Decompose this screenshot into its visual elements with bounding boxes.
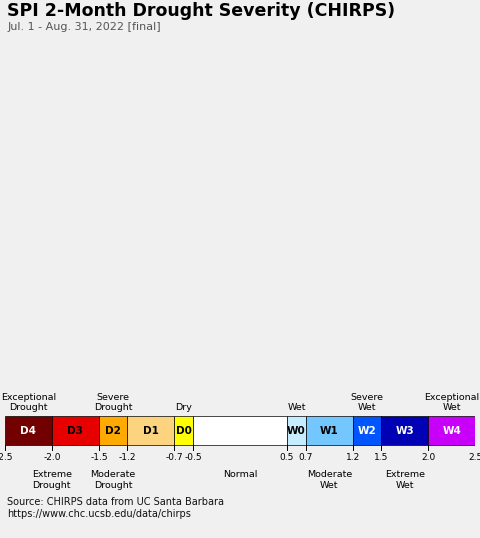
Text: 2.5: 2.5 — [468, 453, 480, 462]
Bar — [127, 416, 174, 445]
Text: 1.2: 1.2 — [346, 453, 360, 462]
Bar — [287, 416, 306, 445]
Text: -0.7: -0.7 — [165, 453, 183, 462]
Text: -2.0: -2.0 — [43, 453, 60, 462]
Text: -2.5: -2.5 — [0, 453, 13, 462]
Text: -0.5: -0.5 — [184, 453, 202, 462]
Text: D1: D1 — [143, 426, 158, 436]
Text: W0: W0 — [287, 426, 306, 436]
Text: W4: W4 — [442, 426, 461, 436]
Bar — [99, 416, 127, 445]
Text: D4: D4 — [20, 426, 36, 436]
Text: W3: W3 — [395, 426, 414, 436]
Text: Exceptional
Wet: Exceptional Wet — [424, 393, 479, 412]
Bar — [306, 416, 353, 445]
Text: D2: D2 — [105, 426, 121, 436]
Text: Severe
Drought: Severe Drought — [94, 393, 132, 412]
Text: 0.7: 0.7 — [299, 453, 313, 462]
Text: Moderate
Wet: Moderate Wet — [307, 470, 352, 490]
Text: Normal: Normal — [223, 470, 257, 479]
Text: -1.2: -1.2 — [119, 453, 136, 462]
Text: 0.5: 0.5 — [280, 453, 294, 462]
Bar — [52, 416, 99, 445]
Text: D3: D3 — [67, 426, 84, 436]
Bar — [5, 416, 52, 445]
Text: D0: D0 — [176, 426, 192, 436]
Text: Moderate
Drought: Moderate Drought — [90, 470, 136, 490]
Text: Dry: Dry — [175, 403, 192, 412]
Text: -1.5: -1.5 — [90, 453, 108, 462]
Text: SPI 2-Month Drought Severity (CHIRPS): SPI 2-Month Drought Severity (CHIRPS) — [7, 2, 396, 20]
Text: Severe
Wet: Severe Wet — [350, 393, 384, 412]
Text: Extreme
Drought: Extreme Drought — [32, 470, 72, 490]
Bar — [381, 416, 428, 445]
Bar — [353, 416, 381, 445]
Text: Exceptional
Drought: Exceptional Drought — [1, 393, 56, 412]
Text: Source: CHIRPS data from UC Santa Barbara
https://www.chc.ucsb.edu/data/chirps: Source: CHIRPS data from UC Santa Barbar… — [7, 497, 224, 519]
Text: Extreme
Wet: Extreme Wet — [384, 470, 425, 490]
Text: Jul. 1 - Aug. 31, 2022 [final]: Jul. 1 - Aug. 31, 2022 [final] — [7, 23, 161, 32]
Text: W1: W1 — [320, 426, 339, 436]
Text: 2.0: 2.0 — [421, 453, 435, 462]
Bar — [174, 416, 193, 445]
Text: Wet: Wet — [287, 403, 306, 412]
Bar — [428, 416, 475, 445]
Text: W2: W2 — [358, 426, 376, 436]
Text: 1.5: 1.5 — [374, 453, 388, 462]
Bar — [193, 416, 287, 445]
